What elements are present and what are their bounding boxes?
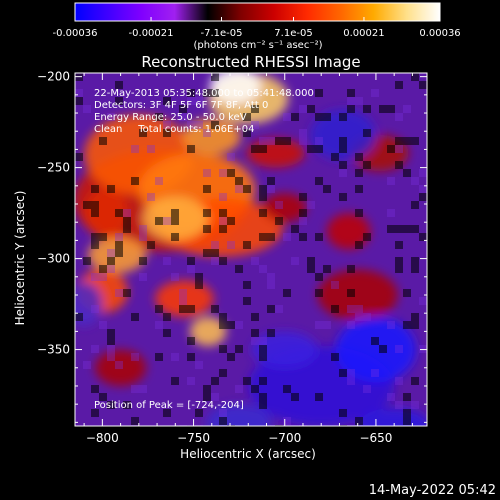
timestamp: 14-May-2022 05:42 bbox=[369, 483, 496, 498]
x-axis-label: Heliocentric X (arcsec) bbox=[180, 447, 316, 461]
x-tick-label: −800 bbox=[86, 431, 119, 445]
axis-ticks: −800 −750 −700 −650 −200 −250 −300 −350 bbox=[37, 70, 427, 445]
chart-title: Reconstructed RHESSI Image bbox=[141, 53, 360, 71]
y-tick-label: −300 bbox=[37, 252, 70, 266]
colorbar-tick-label: -7.1e-05 bbox=[201, 28, 243, 39]
x-tick-label: −750 bbox=[177, 431, 210, 445]
colorbar-tick-label: 0.00021 bbox=[343, 28, 384, 39]
x-tick-label: −650 bbox=[359, 431, 392, 445]
heatmap-image bbox=[75, 73, 427, 426]
colorbar-tick-label: -0.00036 bbox=[53, 28, 98, 39]
annotation-time-range: 22-May-2013 05:35:48.000 to 05:41:48.000 bbox=[94, 88, 314, 99]
colorbar-tick-label: 7.1e-05 bbox=[274, 28, 312, 39]
colorbar-ticks: -0.00036 -0.00021 -7.1e-05 7.1e-05 0.00021 0.… bbox=[53, 17, 461, 39]
annotation-energy-range: Energy Range: 25.0 - 50.0 keV bbox=[94, 112, 247, 123]
plot-frame bbox=[74, 72, 428, 427]
colorbar-unit-label: (photons cm⁻² s⁻¹ asec⁻²) bbox=[193, 40, 322, 51]
y-tick-label: −200 bbox=[37, 70, 70, 84]
annotation-counts: Clean Total counts: 1.06E+04 bbox=[94, 124, 254, 135]
y-tick-label: −350 bbox=[37, 343, 70, 357]
colorbar-tick-label: 0.00036 bbox=[419, 28, 460, 39]
annotation-detectors: Detectors: 3F 4F 5F 6F 7F 8F, Att 0 bbox=[94, 100, 268, 111]
x-tick-label: −700 bbox=[268, 431, 301, 445]
y-axis-label: Heliocentric Y (arcsec) bbox=[13, 191, 27, 326]
colorbar bbox=[74, 2, 441, 22]
colorbar-tick-label: -0.00021 bbox=[129, 28, 174, 39]
peak-position-label: Position of Peak = [-724,-204] bbox=[94, 400, 244, 411]
y-tick-label: −250 bbox=[37, 161, 70, 175]
